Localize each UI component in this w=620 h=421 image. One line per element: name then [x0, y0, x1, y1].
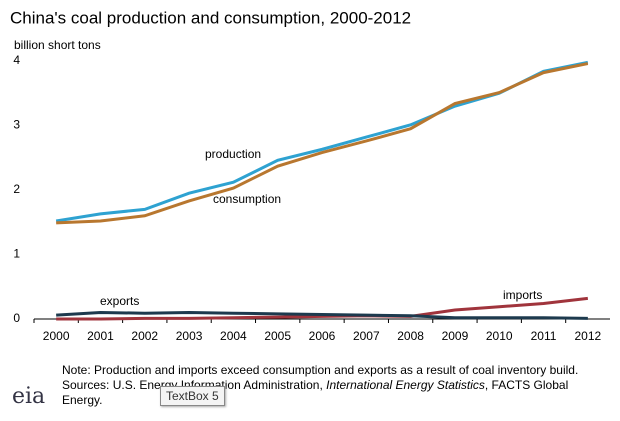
- y-tick-label: 4: [13, 53, 20, 67]
- x-tick-label: 2010: [486, 329, 513, 343]
- series-line: [55, 60, 589, 223]
- x-tick-label: 2005: [264, 329, 291, 343]
- x-tick-label: 2002: [131, 329, 158, 343]
- y-tick-label: 1: [13, 247, 20, 261]
- y-tick-label: 3: [13, 118, 20, 132]
- chart-title: China's coal production and consumption,…: [10, 8, 411, 27]
- x-tick-label: 2000: [43, 329, 70, 343]
- note: Note: Production and imports exceed cons…: [62, 363, 579, 377]
- y-tick-label: 0: [13, 311, 20, 325]
- y-axis-label: billion short tons: [14, 38, 101, 52]
- x-tick-label: 2006: [309, 329, 336, 343]
- series-line: [56, 296, 589, 321]
- x-tick-label: 2009: [442, 329, 469, 343]
- footnote: Note: Production and imports exceed cons…: [62, 363, 607, 408]
- x-tick-label: 2007: [353, 329, 380, 343]
- x-tick-label: 2004: [220, 329, 247, 343]
- series-line: [56, 311, 588, 320]
- sources: Sources: U.S. Energy Information Adminis…: [62, 378, 607, 408]
- series-line: [56, 62, 589, 225]
- source-text: Sources: U.S. Energy Information Adminis…: [62, 378, 327, 392]
- series-label: exports: [100, 294, 139, 308]
- series-label: imports: [503, 288, 542, 302]
- tooltip: TextBox 5: [160, 386, 225, 406]
- series-label: production: [205, 147, 261, 161]
- source-text: , FACTS Global Energy.: [62, 378, 569, 407]
- chart: China's coal production and consumption,…: [10, 8, 610, 343]
- x-tick-label: 2001: [87, 329, 114, 343]
- x-tick-label: 2012: [574, 329, 601, 343]
- x-tick-label: 2011: [531, 329, 557, 343]
- series-label: consumption: [213, 192, 281, 206]
- source-italic: International Energy Statistics: [326, 378, 485, 392]
- x-tick-label: 2003: [176, 329, 203, 343]
- y-tick-label: 2: [13, 182, 20, 196]
- logo: eia: [12, 384, 46, 409]
- x-tick-label: 2008: [397, 329, 424, 343]
